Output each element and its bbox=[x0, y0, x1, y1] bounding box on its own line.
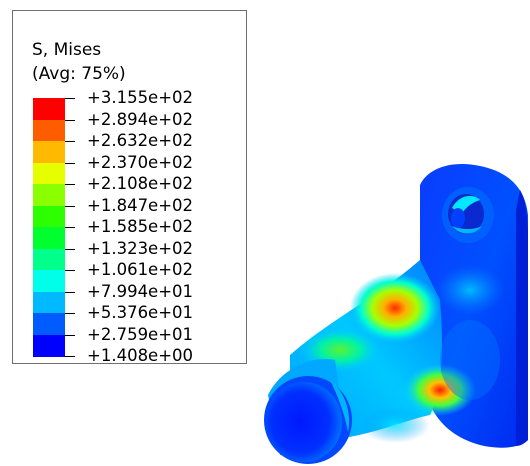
legend-tick bbox=[65, 141, 75, 142]
legend-value: +2.370e+02 bbox=[87, 152, 194, 172]
legend-tick bbox=[65, 184, 75, 185]
color-swatch bbox=[33, 313, 65, 335]
color-swatch bbox=[33, 270, 65, 292]
legend-value: +1.323e+02 bbox=[87, 238, 194, 258]
legend-value: +2.894e+02 bbox=[87, 109, 194, 129]
legend-tick bbox=[65, 227, 75, 228]
legend-tick bbox=[65, 291, 75, 293]
legend-tick bbox=[65, 98, 75, 99]
color-swatch bbox=[33, 141, 65, 163]
color-swatch bbox=[33, 162, 65, 185]
legend-subtitle: (Avg: 75%) bbox=[32, 64, 126, 84]
legend-value: +7.994e+01 bbox=[87, 281, 194, 301]
color-swatch bbox=[33, 334, 65, 357]
color-swatch bbox=[33, 184, 65, 206]
color-swatch bbox=[33, 291, 65, 314]
legend-tick bbox=[65, 248, 75, 250]
legend-value: +5.376e+01 bbox=[87, 303, 194, 322]
end-cap bbox=[264, 359, 352, 464]
color-swatch bbox=[33, 119, 65, 142]
color-swatch bbox=[33, 205, 65, 228]
legend-title: S, Mises bbox=[32, 40, 102, 60]
legend-value: +2.632e+02 bbox=[87, 131, 194, 150]
color-scale-bar bbox=[33, 98, 75, 357]
legend-value: +1.585e+02 bbox=[87, 217, 194, 236]
legend-tick bbox=[65, 162, 75, 164]
legend-value: +1.847e+02 bbox=[87, 195, 194, 215]
legend-tick bbox=[65, 356, 75, 357]
color-swatch bbox=[33, 227, 65, 249]
legend-tick bbox=[65, 334, 75, 336]
color-swatch bbox=[33, 98, 65, 120]
legend-value: +2.759e+01 bbox=[87, 324, 194, 344]
legend-value: +2.108e+02 bbox=[87, 174, 194, 193]
stress-legend: S, Mises (Avg: 75%) +3.155e+02 +2.894e+02… bbox=[12, 10, 247, 365]
legend-value: +3.155e+02 bbox=[87, 88, 194, 107]
legend-tick bbox=[65, 270, 75, 271]
color-swatch bbox=[33, 248, 65, 271]
legend-tick bbox=[65, 119, 75, 121]
legend-value: +1.408e+00 bbox=[87, 346, 194, 365]
legend-value: +1.061e+02 bbox=[87, 260, 194, 279]
legend-tick bbox=[65, 205, 75, 207]
legend-tick bbox=[65, 313, 75, 314]
